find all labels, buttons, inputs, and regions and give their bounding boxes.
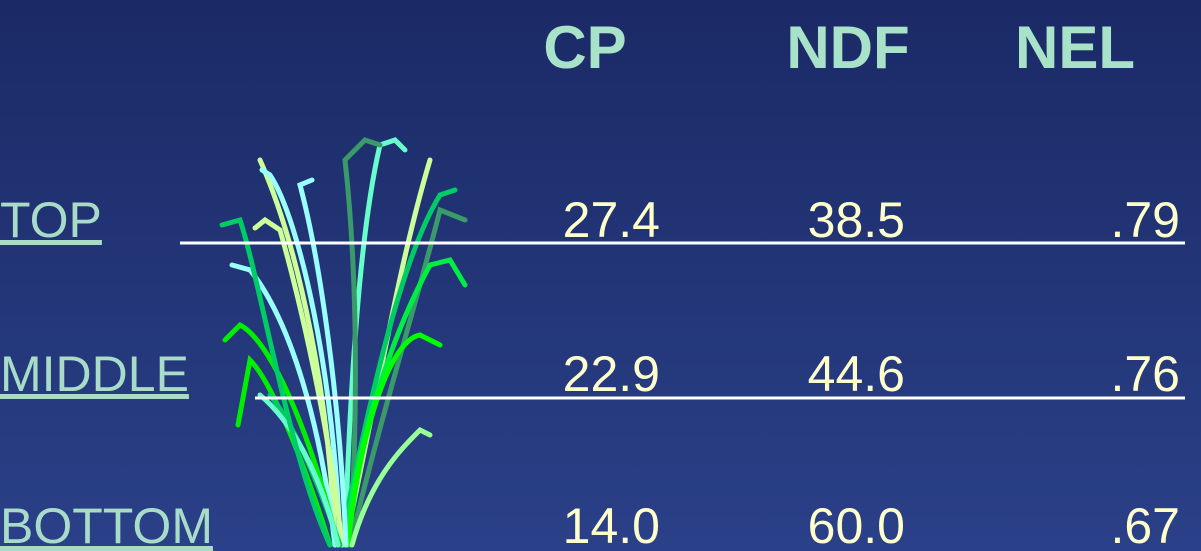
cell-value: .76 xyxy=(1110,346,1180,402)
row-label: BOTTOM xyxy=(0,498,213,551)
column-header: NDF xyxy=(786,14,909,81)
cell-value: 38.5 xyxy=(808,192,905,248)
column-header: NEL xyxy=(1015,14,1135,81)
cell-value: 44.6 xyxy=(808,346,905,402)
cell-value: 27.4 xyxy=(563,192,660,248)
cell-value: .67 xyxy=(1110,498,1180,551)
row-label: TOP xyxy=(0,192,102,248)
cell-value: 60.0 xyxy=(808,498,905,551)
row-label: MIDDLE xyxy=(0,346,189,402)
cell-value: .79 xyxy=(1110,192,1180,248)
cell-value: 22.9 xyxy=(563,346,660,402)
background xyxy=(0,0,1201,551)
slide: CP NDF NEL TOP 27.4 38.5 .79 MIDDLE 22.9 44.6 .76 B… xyxy=(0,0,1201,551)
page: CP NDF NEL TOP 27.4 38.5 .79 MIDDLE 22.9 44.6 .76 B… xyxy=(0,0,1201,551)
cell-value: 14.0 xyxy=(563,498,660,551)
column-header: CP xyxy=(543,14,626,81)
